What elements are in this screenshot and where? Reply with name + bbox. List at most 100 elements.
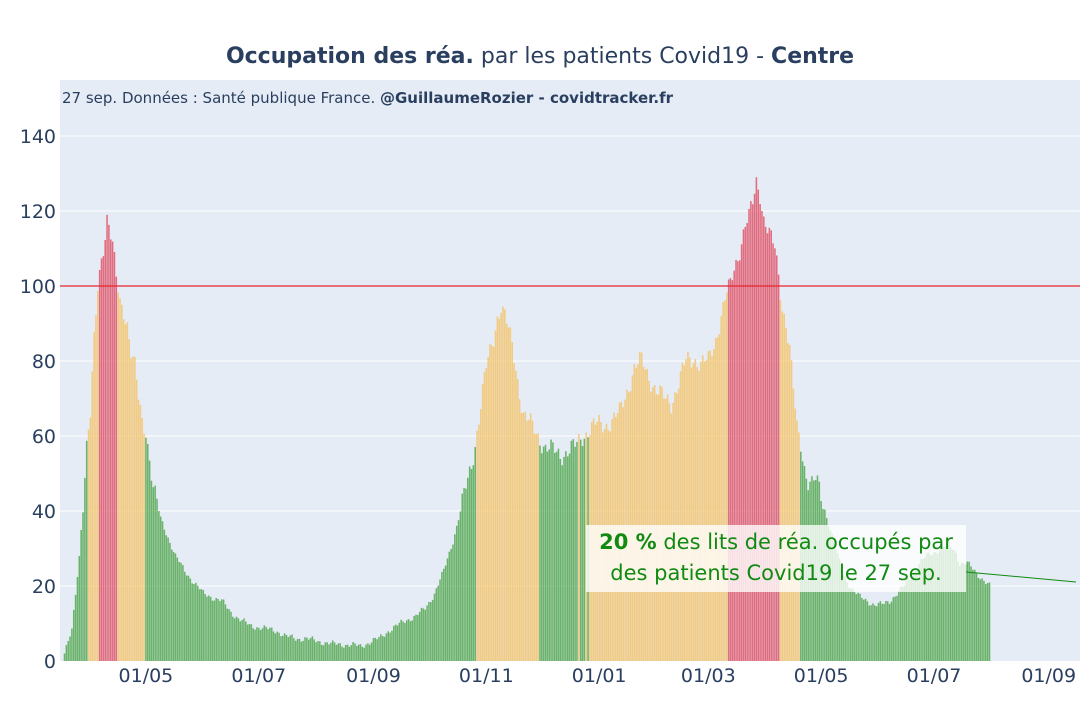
bar xyxy=(365,644,367,661)
bar xyxy=(848,587,850,661)
bar xyxy=(417,614,419,661)
bar xyxy=(470,469,473,661)
bar xyxy=(633,364,636,661)
x-tick-label: 01/07 xyxy=(907,665,962,687)
bar xyxy=(287,637,290,661)
bar xyxy=(507,327,510,661)
bar xyxy=(542,446,545,661)
bar xyxy=(422,608,425,661)
bar xyxy=(979,579,982,661)
bar xyxy=(866,601,869,661)
bar xyxy=(74,594,77,661)
bar xyxy=(565,451,567,661)
chart-subtitle: 27 sep. Données : Santé publique France.… xyxy=(62,89,673,107)
bar xyxy=(855,594,858,661)
bar xyxy=(713,349,715,661)
bar xyxy=(940,546,943,661)
bar xyxy=(337,643,340,661)
bar xyxy=(442,568,445,661)
bar xyxy=(455,525,458,661)
bar xyxy=(394,624,397,661)
bar xyxy=(256,627,258,661)
bar xyxy=(452,544,454,661)
bar xyxy=(320,644,323,661)
bar xyxy=(415,614,417,661)
bar xyxy=(555,451,558,661)
bar xyxy=(220,599,223,661)
bar xyxy=(842,574,845,661)
bar xyxy=(309,637,312,661)
bar xyxy=(150,480,153,661)
bar xyxy=(405,620,408,661)
y-tick-label: 20 xyxy=(32,576,56,598)
bar xyxy=(137,399,140,661)
bar xyxy=(557,448,560,661)
bar xyxy=(106,214,108,662)
bar xyxy=(935,552,937,661)
bar xyxy=(502,306,504,661)
bar xyxy=(631,375,634,661)
bar xyxy=(282,635,284,661)
bar xyxy=(583,438,586,661)
bar xyxy=(541,453,543,661)
bar xyxy=(154,485,156,661)
bar xyxy=(143,433,145,661)
bar xyxy=(185,575,188,661)
bar xyxy=(250,624,253,661)
bar xyxy=(918,563,920,661)
bar xyxy=(335,644,338,661)
bar xyxy=(270,627,273,661)
bar xyxy=(491,345,493,661)
bar xyxy=(948,541,950,661)
x-tick-label: 01/09 xyxy=(1021,665,1076,687)
bar xyxy=(661,386,663,661)
bar xyxy=(689,357,691,661)
bar xyxy=(546,451,549,661)
bar xyxy=(265,626,267,661)
bar xyxy=(533,433,536,661)
x-tick-label: 01/07 xyxy=(231,665,286,687)
bar xyxy=(115,276,118,661)
x-tick-label: 01/11 xyxy=(459,665,514,687)
bar xyxy=(986,582,989,661)
bar xyxy=(726,292,728,661)
bar xyxy=(522,412,525,661)
bar xyxy=(528,419,530,661)
bar xyxy=(313,639,316,661)
bar xyxy=(437,585,439,661)
y-tick-label: 100 xyxy=(20,276,56,298)
bar xyxy=(957,561,959,661)
x-axis-ticks: 01/05 01/07 01/09 01/11 01/01 01/03 01/05 01/07… xyxy=(119,665,1077,687)
bar xyxy=(208,595,210,661)
bar xyxy=(237,618,240,661)
bar xyxy=(215,597,217,661)
chart-title: Occupation des réa. par les patients Cov… xyxy=(0,44,1080,69)
bar xyxy=(163,529,166,661)
bar xyxy=(838,558,841,661)
bar xyxy=(274,633,277,661)
annotation-value: 20 % xyxy=(599,530,657,554)
bar xyxy=(224,604,227,661)
bar xyxy=(128,339,131,661)
bar xyxy=(927,552,930,661)
x-tick-label: 01/09 xyxy=(346,665,401,687)
bar xyxy=(511,342,513,661)
bar xyxy=(975,572,978,661)
bar xyxy=(398,622,401,661)
bar xyxy=(467,477,469,661)
bar xyxy=(516,379,519,661)
bar xyxy=(352,642,354,661)
bar xyxy=(868,605,871,661)
bar xyxy=(285,634,288,661)
bar xyxy=(738,260,741,661)
bar xyxy=(402,621,404,661)
bar xyxy=(380,634,382,661)
bar xyxy=(981,578,983,661)
bar xyxy=(126,322,129,661)
bar xyxy=(701,355,704,661)
bar xyxy=(833,542,835,661)
bar xyxy=(315,642,317,661)
bar xyxy=(165,535,168,661)
bar xyxy=(544,444,547,661)
bar xyxy=(742,229,745,661)
